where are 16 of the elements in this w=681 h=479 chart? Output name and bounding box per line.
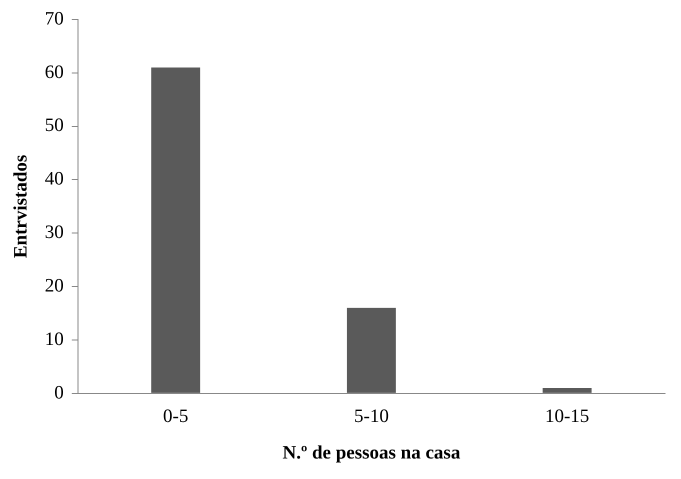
bar — [542, 388, 592, 393]
y-tick-label: 10 — [44, 328, 64, 350]
y-axis-title: Entrvistados — [10, 154, 32, 258]
y-tick-label: 20 — [44, 276, 64, 297]
x-tick-label: 0-5 — [163, 406, 188, 427]
y-tick-label: 0 — [54, 382, 64, 404]
bar — [346, 308, 396, 393]
x-axis-title: N.º de pessoas na casa — [282, 442, 461, 464]
y-tick-label: 50 — [44, 115, 64, 136]
x-tick-label: 5-10 — [354, 406, 389, 427]
y-tick-label: 30 — [44, 222, 64, 244]
y-tick-label: 40 — [44, 168, 64, 190]
y-tick-label: 70 — [44, 8, 64, 30]
bar — [151, 67, 200, 393]
x-tick-label: 10-15 — [544, 406, 590, 427]
y-tick-label: 60 — [44, 62, 64, 83]
